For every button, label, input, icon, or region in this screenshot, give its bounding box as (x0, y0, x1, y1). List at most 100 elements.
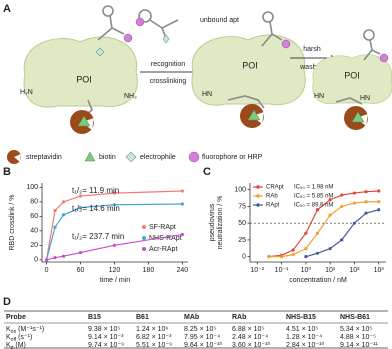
legend-label: streptavidin (26, 154, 62, 161)
annotation: IC₅₀ = 89.6 nM (294, 203, 333, 209)
row-symbol: K (6, 342, 11, 349)
series-line (45, 203, 183, 260)
y-tick-label: 40 (30, 228, 38, 235)
panel-label: D (3, 296, 11, 308)
table-cell: 9.64 × 10⁻¹⁰ (184, 341, 222, 349)
x-tick-label: 10³ (374, 267, 385, 274)
y-axis-title: pseudovirus (209, 203, 216, 241)
table-cell: 1.24 × 10⁶ (136, 326, 168, 333)
data-point (279, 255, 284, 259)
data-point (291, 253, 295, 257)
y-tick-label: 60 (30, 213, 38, 220)
annotation: IC₅₀ = 5.85 nM (294, 194, 333, 200)
data-point (340, 204, 344, 209)
data-point (61, 254, 66, 258)
row-unit: (M) (13, 342, 25, 349)
row-label: Kon (M⁻¹s⁻¹) (6, 326, 44, 335)
data-point (267, 255, 271, 259)
y-tick-label: 75 (238, 203, 246, 210)
x-axis-title: time / min (100, 277, 130, 284)
poi (23, 36, 138, 108)
arrow-label: crosslinking (150, 78, 187, 85)
row-subscript: off (11, 337, 17, 343)
row-unit: (M⁻¹s⁻¹) (16, 326, 44, 333)
data-point (61, 213, 66, 217)
legend-label: SF-RApt (149, 224, 176, 231)
x-tick-label: 180 (143, 267, 155, 274)
data-point (352, 191, 357, 195)
legend-marker (142, 236, 146, 240)
table-cell: 4.88 × 10⁻⁵ (340, 334, 376, 341)
series-line (268, 201, 379, 258)
legend-label: CRApt (266, 185, 284, 191)
table-cell: 5.51 × 10⁻⁹ (136, 342, 172, 349)
y-tick-label: 20 (30, 242, 38, 249)
charts: B 0 20 40 60 80 100 0 60 120 180 240 time / min RBD c… (3, 166, 386, 284)
row-symbol: K (6, 326, 11, 333)
table-cell: 1.28 × 10⁻⁴ (286, 334, 322, 341)
arrow-label: washes (299, 64, 324, 71)
panel-d: D Probe B15 B61 MAb RAb NHS-B15 NHS-B61 Kon (M⁻… (3, 296, 388, 349)
x-tick-label: 10¹ (325, 267, 336, 274)
row-unit: (s⁻¹) (16, 334, 32, 341)
row-label: Koff (s⁻¹) (6, 334, 32, 343)
row-subscript: on (11, 329, 17, 335)
data-point (304, 231, 308, 235)
series-line (268, 190, 379, 258)
legend-label: NHS-RApt (149, 235, 182, 242)
x-tick-label: 10⁻¹ (275, 267, 289, 274)
panel-label: A (3, 3, 11, 15)
data-point (340, 238, 344, 242)
data-point (304, 255, 308, 259)
data-point (352, 221, 357, 225)
unbound-aptamer (135, 9, 179, 44)
data-point (78, 194, 83, 198)
data-point (53, 225, 57, 229)
panel-a: A unbound apt POI H₂N NH₂ recognition cr… (3, 3, 392, 164)
data-point (364, 211, 368, 215)
data-point (291, 248, 295, 252)
legend-marker (256, 194, 260, 198)
data-point (112, 243, 117, 247)
row-label: Kd (M) (6, 342, 26, 349)
x-tick-label: 10⁰ (301, 266, 312, 274)
poi-label: POI (242, 60, 258, 70)
data-point (78, 250, 83, 255)
x-axis-title: concentration / nM (289, 277, 347, 284)
table-cell: 9.14 × 10⁻³ (88, 334, 124, 341)
data-point (53, 208, 57, 213)
axis (249, 183, 386, 263)
panel-label: C (203, 166, 211, 178)
data-point (377, 208, 381, 212)
data-point (304, 247, 308, 251)
amine-label: HN (202, 91, 212, 98)
y-tick-label: 0 (34, 257, 38, 264)
annotation: t₁/₂= 14.6 min (72, 204, 120, 213)
table-cell: 8.25 × 10⁵ (184, 326, 216, 333)
amine-label: HN (360, 95, 370, 102)
table-cell: 7.95 × 10⁻⁴ (184, 334, 220, 341)
data-point (315, 231, 320, 235)
data-point (44, 258, 49, 262)
data-point (328, 213, 332, 217)
data-point (78, 206, 83, 210)
poi-label: POI (344, 70, 360, 80)
arrow-label: recognition (151, 61, 185, 68)
y-tick-label: 50 (238, 220, 246, 227)
x-tick-label: 60 (77, 267, 85, 274)
legend-label: RApt (266, 203, 280, 209)
y-axis-title: RBD crosslink / % (9, 194, 16, 250)
row-symbol: K (6, 334, 11, 341)
y-tick-label: 0 (242, 253, 246, 260)
annotation: t₁/₂= 11.9 min (72, 186, 119, 195)
data-point (112, 203, 117, 207)
data-point (61, 200, 66, 204)
poi-label: POI (76, 74, 92, 84)
legend-marker (256, 185, 260, 189)
legend-label: electrophile (140, 154, 176, 161)
data-point (315, 251, 320, 255)
table-cell: 4.51 × 10⁵ (286, 326, 318, 333)
legend-marker (142, 225, 146, 229)
legend-label: fluorophore or HRP (202, 154, 263, 161)
